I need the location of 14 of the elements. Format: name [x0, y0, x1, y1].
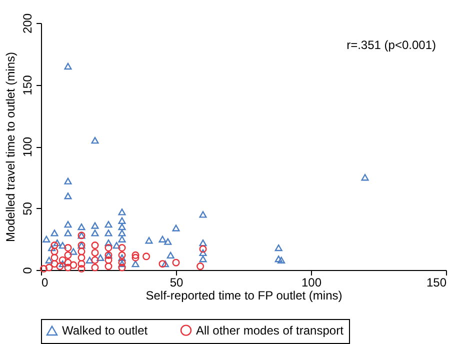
x-axis-title: Self-reported time to FP outlet (mins) — [146, 288, 342, 302]
annotation: r=.351 (p<0.001) — [346, 38, 436, 52]
y-tick-label: 50 — [20, 202, 34, 216]
x-tick-label: 150 — [426, 276, 447, 290]
y-tick-label: 0 — [20, 266, 34, 274]
x-tick-label: 0 — [42, 276, 48, 290]
x-tick-label: 50 — [170, 276, 184, 290]
x-tick-label: 100 — [301, 276, 322, 290]
y-tick-label: 150 — [20, 74, 34, 96]
y-tick-label: 200 — [20, 13, 34, 34]
y-tick-label: 100 — [20, 136, 34, 158]
legend-label: Walked to outlet — [62, 324, 148, 338]
y-axis-title: Modelled travel time to outlet (mins) — [4, 52, 18, 242]
legend-label: All other modes of transport — [196, 323, 344, 338]
